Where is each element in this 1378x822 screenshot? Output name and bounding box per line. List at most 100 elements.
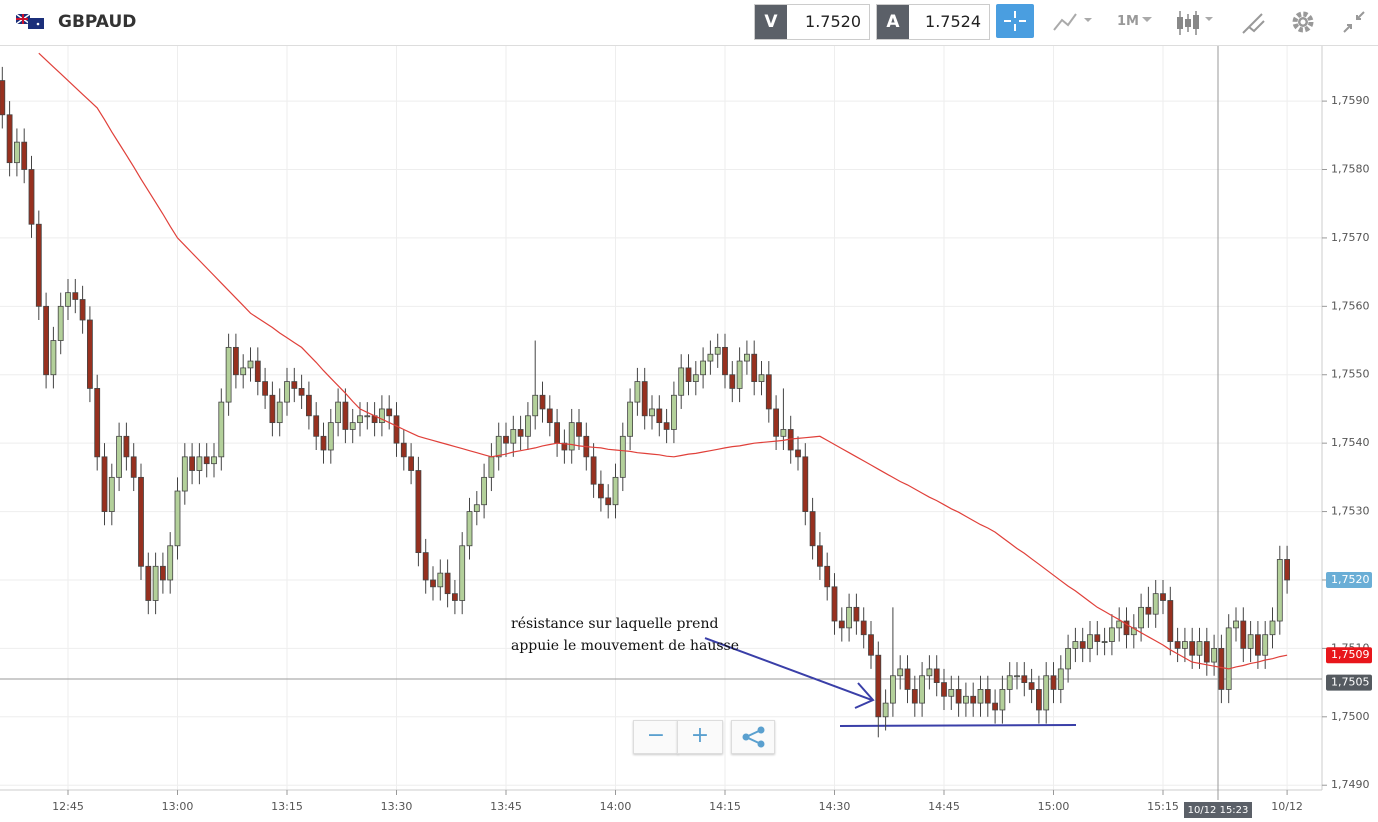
candle-body bbox=[1262, 634, 1269, 656]
candle-body bbox=[1123, 620, 1130, 636]
candle-body bbox=[422, 552, 429, 581]
candle-body bbox=[984, 689, 991, 704]
candle-body bbox=[57, 305, 64, 341]
candle-body bbox=[751, 353, 758, 382]
timeframe[interactable]: 1M bbox=[1117, 14, 1139, 29]
candle-body bbox=[79, 299, 86, 321]
x-tick-label: 15:00 bbox=[1038, 800, 1070, 813]
candle-body bbox=[1218, 647, 1225, 690]
candle-body bbox=[232, 346, 239, 376]
candle-body bbox=[1203, 641, 1210, 663]
candle-button[interactable] bbox=[1175, 8, 1221, 38]
candle-body bbox=[1006, 675, 1013, 690]
draw-button[interactable] bbox=[1240, 9, 1268, 37]
candle-body bbox=[729, 374, 736, 389]
candle-body bbox=[0, 80, 6, 116]
candle-body bbox=[1189, 641, 1196, 656]
x-tick-label: 14:00 bbox=[600, 800, 632, 813]
settings-button[interactable] bbox=[1289, 8, 1317, 36]
share-button[interactable] bbox=[731, 720, 775, 754]
collapse-button[interactable] bbox=[1340, 8, 1368, 36]
candle-body bbox=[795, 449, 801, 458]
candle-body bbox=[627, 401, 633, 437]
candle-body bbox=[72, 292, 79, 300]
candle-body bbox=[305, 394, 312, 417]
chart-type-button[interactable] bbox=[1052, 8, 1096, 38]
candle-body bbox=[108, 476, 115, 512]
candle-body bbox=[663, 422, 670, 430]
candle-body bbox=[451, 593, 458, 601]
symbol: GBPAUD bbox=[58, 12, 137, 32]
candle-body bbox=[459, 545, 466, 601]
sell-label: V bbox=[755, 5, 787, 39]
candle-body bbox=[809, 511, 816, 547]
crosshair-label: 10/12 15:23 bbox=[1188, 805, 1249, 816]
sell-price: 1.7520 bbox=[805, 12, 861, 31]
candle-body bbox=[130, 456, 137, 478]
candle-body bbox=[641, 381, 648, 417]
candle-body bbox=[707, 353, 714, 362]
zoom-in-button[interactable]: + bbox=[677, 720, 723, 754]
candle-body bbox=[378, 408, 385, 424]
zoom-out-button[interactable]: − bbox=[633, 720, 679, 754]
y-tick-label: 1,7500 bbox=[1331, 710, 1370, 723]
price-tag bbox=[1326, 571, 1372, 588]
candle-body bbox=[298, 388, 305, 396]
toolbar: GBPAUD V 1.7520 A 1.7524 1M bbox=[0, 0, 1378, 46]
candle-body bbox=[488, 456, 495, 478]
crosshair-button[interactable] bbox=[996, 4, 1034, 38]
candle-body bbox=[561, 442, 568, 451]
candle-body bbox=[203, 456, 210, 465]
candle-body bbox=[327, 422, 334, 451]
candle-body bbox=[1160, 593, 1166, 601]
candle-body bbox=[860, 620, 867, 636]
candle-body bbox=[1065, 647, 1071, 670]
support-line bbox=[839, 724, 1077, 727]
moving-average bbox=[38, 52, 1288, 670]
candle-body bbox=[1094, 634, 1101, 642]
candle-body bbox=[473, 504, 480, 512]
candle-body bbox=[50, 340, 57, 376]
candle-body bbox=[933, 668, 940, 683]
candle-body bbox=[744, 353, 750, 362]
candle-body bbox=[671, 394, 677, 430]
arrow-head bbox=[854, 682, 875, 709]
candle-body bbox=[831, 586, 838, 622]
price-tag bbox=[1326, 674, 1372, 691]
candle-body bbox=[21, 141, 28, 170]
candle-body bbox=[28, 169, 35, 225]
candle-body bbox=[941, 682, 947, 697]
candle-body bbox=[342, 401, 349, 430]
candle-body bbox=[1057, 668, 1064, 690]
candle-body bbox=[174, 490, 181, 547]
candle-body bbox=[634, 381, 641, 403]
candle-body bbox=[1211, 647, 1217, 663]
flag-icon bbox=[16, 14, 44, 29]
candle-body bbox=[1196, 641, 1203, 656]
x-tick-label: 10/12 bbox=[1271, 800, 1303, 813]
y-tick-label: 1,7530 bbox=[1331, 505, 1370, 518]
candle-body bbox=[926, 668, 933, 677]
candle-body bbox=[1167, 600, 1174, 642]
candle-body bbox=[218, 401, 225, 458]
candle-body bbox=[525, 415, 531, 437]
candle-body bbox=[196, 456, 203, 471]
candle-body bbox=[853, 606, 860, 622]
x-tick-label: 13:30 bbox=[381, 800, 413, 813]
sell-box[interactable]: V 1.7520 bbox=[754, 4, 870, 40]
candle-body bbox=[780, 429, 787, 437]
caret bbox=[1142, 17, 1152, 22]
candle-body bbox=[948, 689, 955, 697]
buy-box[interactable]: A 1.7524 bbox=[876, 4, 990, 40]
candle-body bbox=[393, 415, 400, 444]
candle-body bbox=[619, 435, 626, 478]
candle-body bbox=[1109, 627, 1115, 642]
x-tick-label: 15:15 bbox=[1147, 800, 1179, 813]
candle-body bbox=[1225, 627, 1232, 690]
candle-body bbox=[1116, 620, 1123, 629]
candle-body bbox=[181, 456, 188, 492]
candle-body bbox=[1247, 634, 1254, 649]
y-tick-label: 1,7570 bbox=[1331, 231, 1370, 244]
candle-body bbox=[919, 675, 925, 704]
candle-body bbox=[254, 360, 261, 382]
